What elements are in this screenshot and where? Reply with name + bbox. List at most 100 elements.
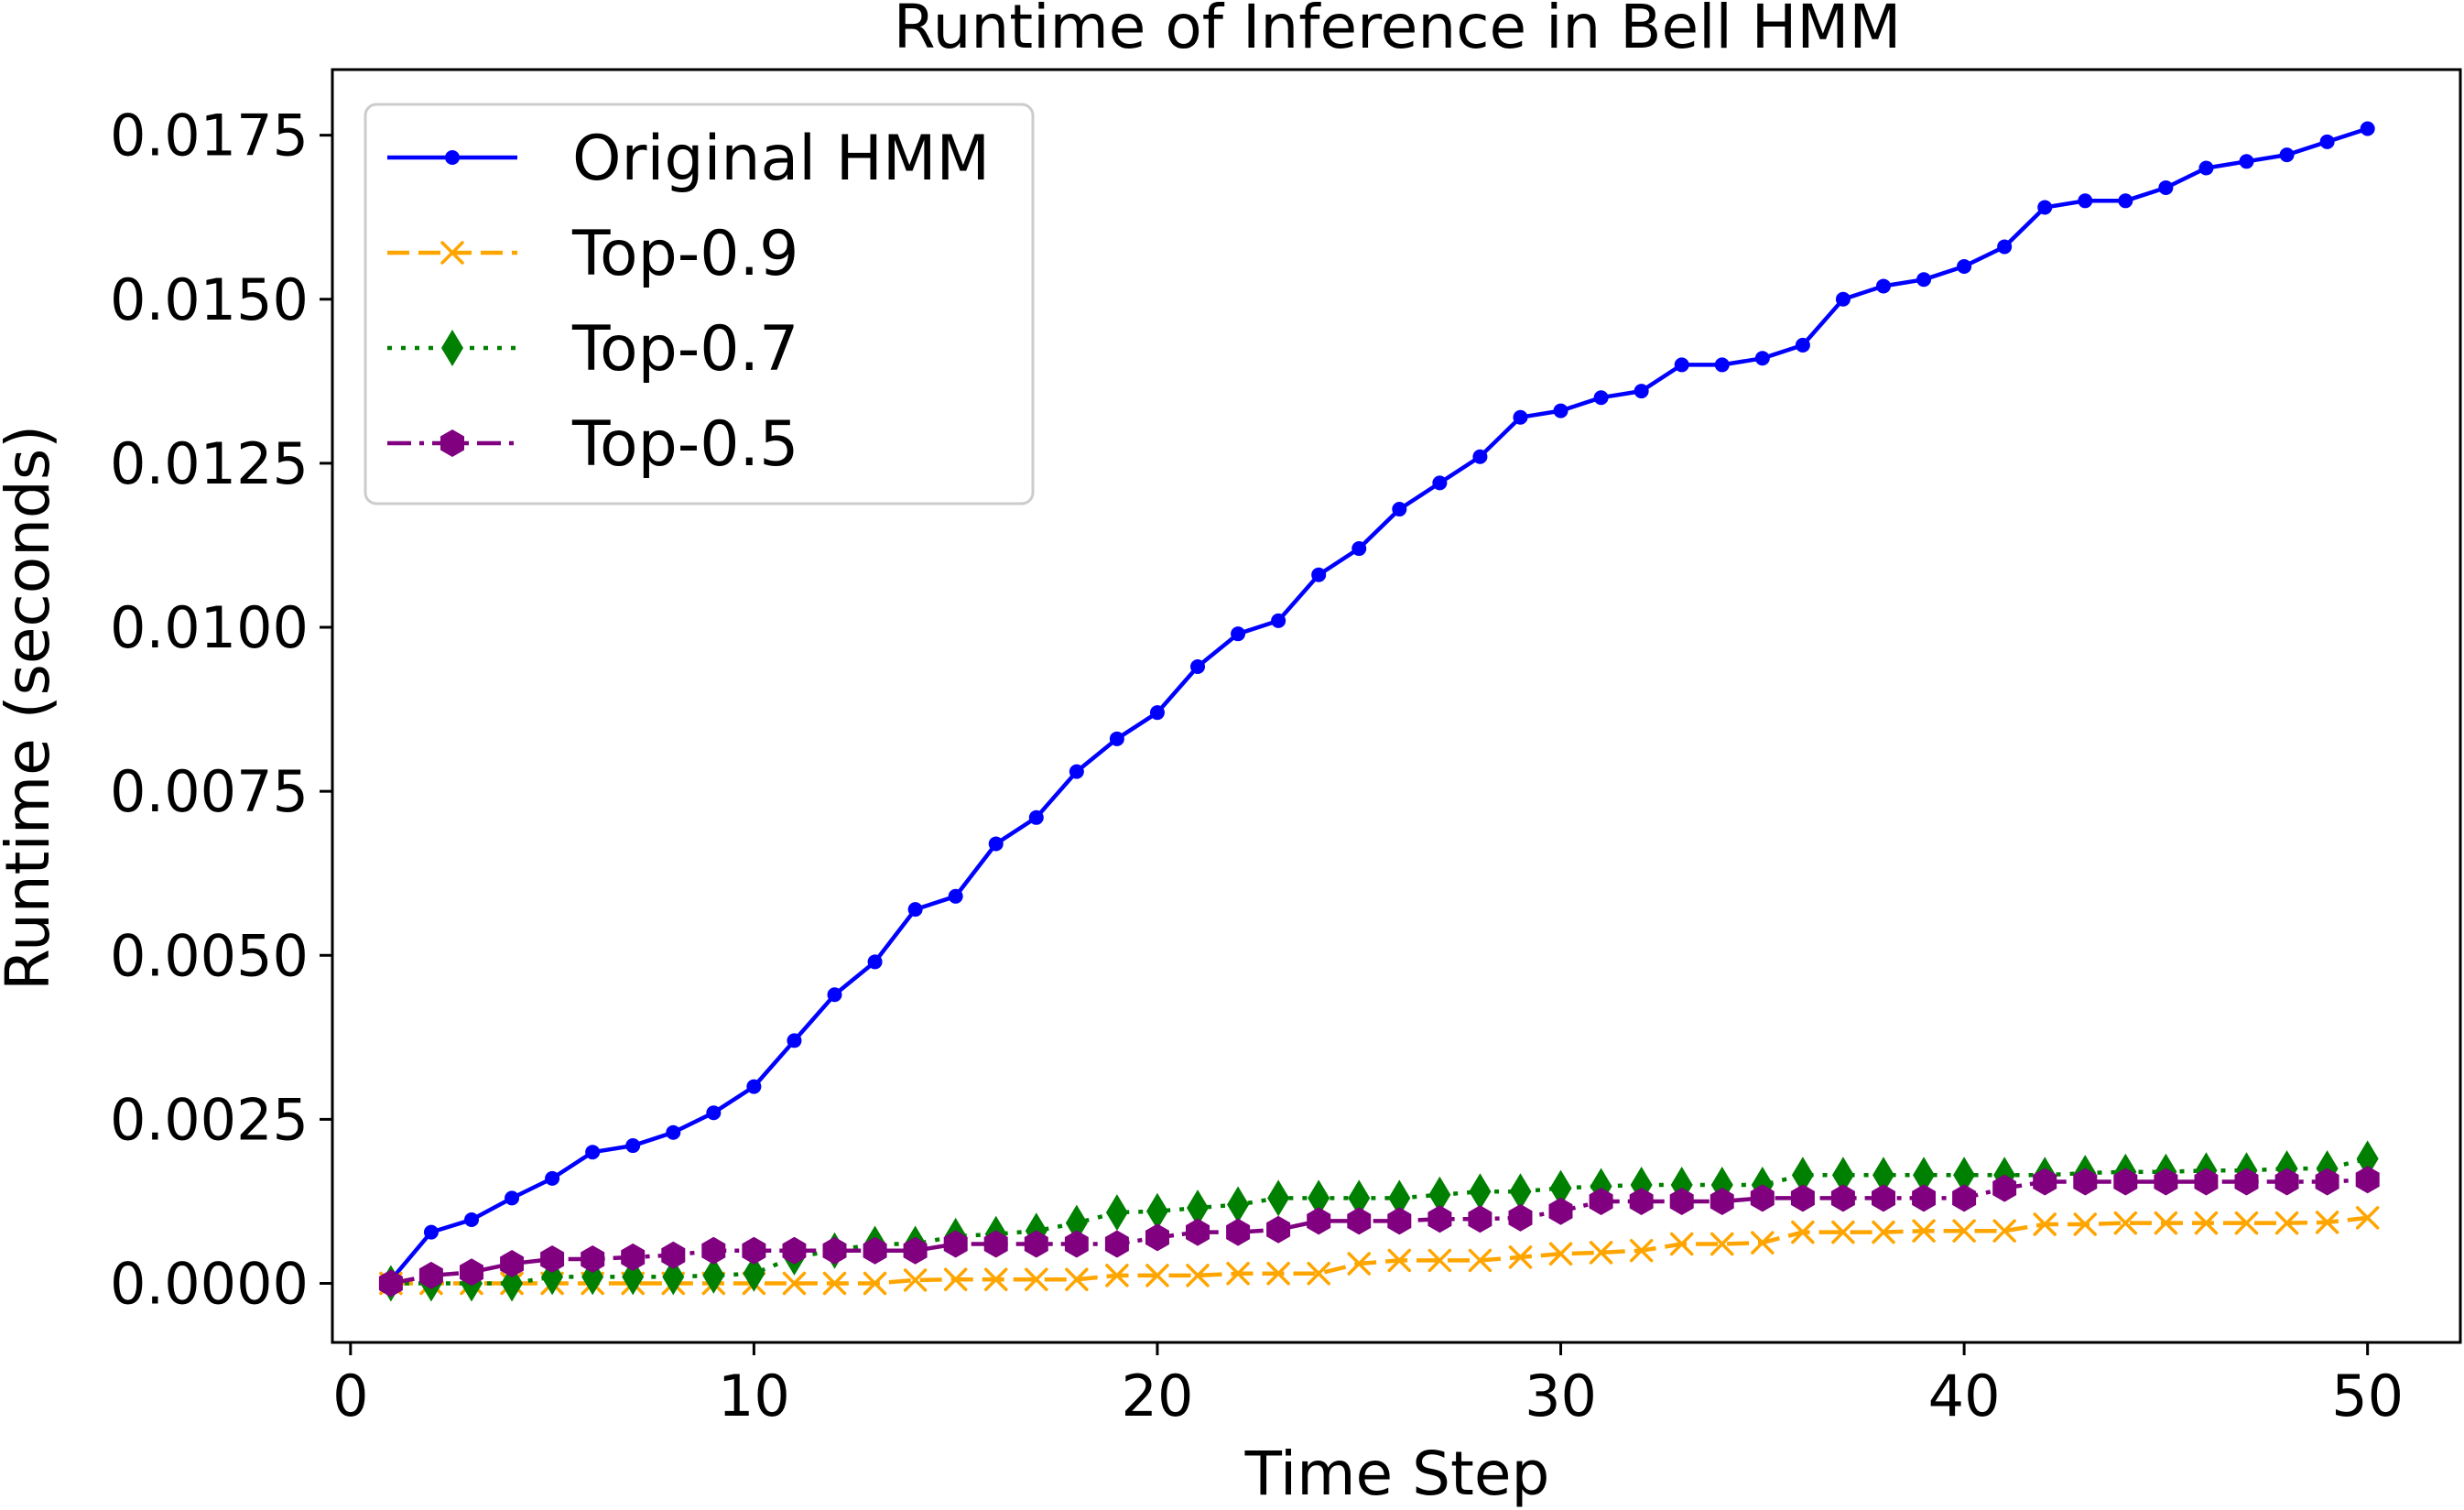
series-line bbox=[390, 1178, 2368, 1286]
data-point bbox=[1351, 541, 1367, 557]
data-point bbox=[1754, 351, 1770, 366]
data-point bbox=[1790, 1184, 1815, 1212]
data-point bbox=[787, 1033, 802, 1048]
data-point bbox=[1916, 272, 1932, 288]
data-point bbox=[1469, 1173, 1492, 1211]
data-point bbox=[2158, 179, 2174, 195]
data-point bbox=[983, 1267, 1008, 1291]
data-point bbox=[1105, 1264, 1129, 1287]
data-point bbox=[625, 1138, 641, 1154]
data-point bbox=[1105, 1194, 1128, 1232]
data-point bbox=[1065, 1204, 1088, 1242]
data-point bbox=[702, 1256, 725, 1294]
data-point bbox=[1388, 1179, 1411, 1217]
chart-title: Runtime of Inference in Bell HMM bbox=[894, 0, 1902, 62]
data-point bbox=[1589, 1188, 1613, 1215]
x-tick-label: 10 bbox=[718, 1363, 790, 1429]
series-line bbox=[389, 126, 2369, 1282]
data-point bbox=[903, 1268, 928, 1292]
series-line bbox=[390, 1215, 2368, 1286]
data-point bbox=[1912, 1184, 1936, 1212]
data-point bbox=[1992, 1174, 2017, 1202]
legend-item: Top-0.5 bbox=[387, 408, 798, 481]
data-point bbox=[1468, 1248, 1493, 1273]
data-point bbox=[1913, 1157, 1936, 1194]
data-point bbox=[1714, 357, 1730, 373]
data-point bbox=[1428, 1176, 1451, 1213]
data-point bbox=[1065, 1267, 1089, 1291]
data-point bbox=[2154, 1211, 2178, 1235]
data-point bbox=[867, 954, 883, 970]
axes: 0 10 20 30 40 50 0.0000 0.0025 0.0050 0.0075 0.010… bbox=[110, 68, 2462, 1429]
data-point bbox=[2073, 1168, 2098, 1196]
data-point bbox=[1427, 1248, 1452, 1273]
data-point bbox=[2154, 1168, 2178, 1196]
series-top-0-9 bbox=[379, 1206, 2380, 1296]
data-point bbox=[1149, 705, 1165, 721]
data-point bbox=[1187, 1190, 1210, 1227]
legend-label: Top-0.9 bbox=[571, 218, 798, 290]
data-point bbox=[1109, 731, 1124, 746]
data-point bbox=[2355, 1166, 2380, 1194]
data-point bbox=[1629, 1188, 1654, 1215]
data-point bbox=[1872, 1220, 1895, 1244]
data-point bbox=[1190, 659, 1206, 675]
data-point bbox=[423, 1224, 439, 1240]
data-point bbox=[621, 1243, 646, 1271]
data-point bbox=[2037, 200, 2053, 215]
data-point bbox=[1831, 1220, 1855, 1244]
data-point bbox=[1348, 1179, 1371, 1217]
data-point bbox=[505, 1190, 520, 1206]
data-point bbox=[1835, 291, 1851, 307]
data-point bbox=[2033, 1212, 2057, 1236]
data-point bbox=[1548, 1242, 1573, 1266]
data-point bbox=[1347, 1207, 1372, 1235]
data-point bbox=[1710, 1232, 1734, 1256]
data-point bbox=[948, 888, 963, 904]
data-point bbox=[2315, 1211, 2339, 1234]
series-top-0-5 bbox=[378, 1166, 2380, 1298]
data-point bbox=[1427, 1205, 1452, 1233]
x-tick-label: 50 bbox=[2331, 1363, 2404, 1429]
data-point bbox=[1392, 502, 1407, 517]
data-point bbox=[782, 1236, 807, 1265]
data-point bbox=[701, 1236, 726, 1265]
data-point bbox=[540, 1245, 565, 1273]
plot-area bbox=[378, 121, 2380, 1302]
x-tick-label: 40 bbox=[1928, 1363, 2001, 1429]
data-point bbox=[1387, 1248, 1412, 1273]
legend-box bbox=[364, 103, 1035, 505]
legend: Original HMM Top-0.9 Top-0.7 Top-0.5 bbox=[364, 103, 1035, 505]
legend-marker bbox=[445, 150, 460, 165]
data-point bbox=[1872, 1157, 1894, 1194]
data-point bbox=[782, 1271, 807, 1296]
data-point bbox=[2113, 1211, 2138, 1235]
data-point bbox=[1266, 1215, 1291, 1244]
data-point bbox=[1875, 278, 1891, 294]
data-point bbox=[742, 1236, 766, 1265]
data-point bbox=[545, 1170, 560, 1186]
data-point bbox=[827, 987, 842, 1003]
data-point bbox=[1674, 357, 1689, 373]
data-point bbox=[863, 1236, 887, 1265]
data-point bbox=[1468, 1205, 1493, 1233]
data-point bbox=[1992, 1219, 2016, 1243]
data-point bbox=[1266, 1262, 1290, 1286]
data-point bbox=[1064, 1230, 1089, 1258]
data-point bbox=[1028, 809, 1044, 825]
data-point bbox=[2356, 1140, 2379, 1178]
data-point bbox=[1634, 384, 1649, 399]
data-point bbox=[581, 1245, 605, 1273]
data-point bbox=[1710, 1188, 1734, 1215]
data-point bbox=[2274, 1211, 2299, 1235]
data-point bbox=[1186, 1264, 1210, 1287]
data-point bbox=[1589, 1241, 1613, 1265]
y-axis-label: Runtime (seconds) bbox=[0, 425, 63, 991]
x-tick-label: 20 bbox=[1122, 1363, 1194, 1429]
data-point bbox=[1231, 626, 1246, 642]
data-point bbox=[1912, 1219, 1936, 1243]
y-tick-label: 0.0075 bbox=[110, 758, 309, 825]
data-point bbox=[661, 1241, 686, 1269]
data-point bbox=[1311, 567, 1327, 582]
